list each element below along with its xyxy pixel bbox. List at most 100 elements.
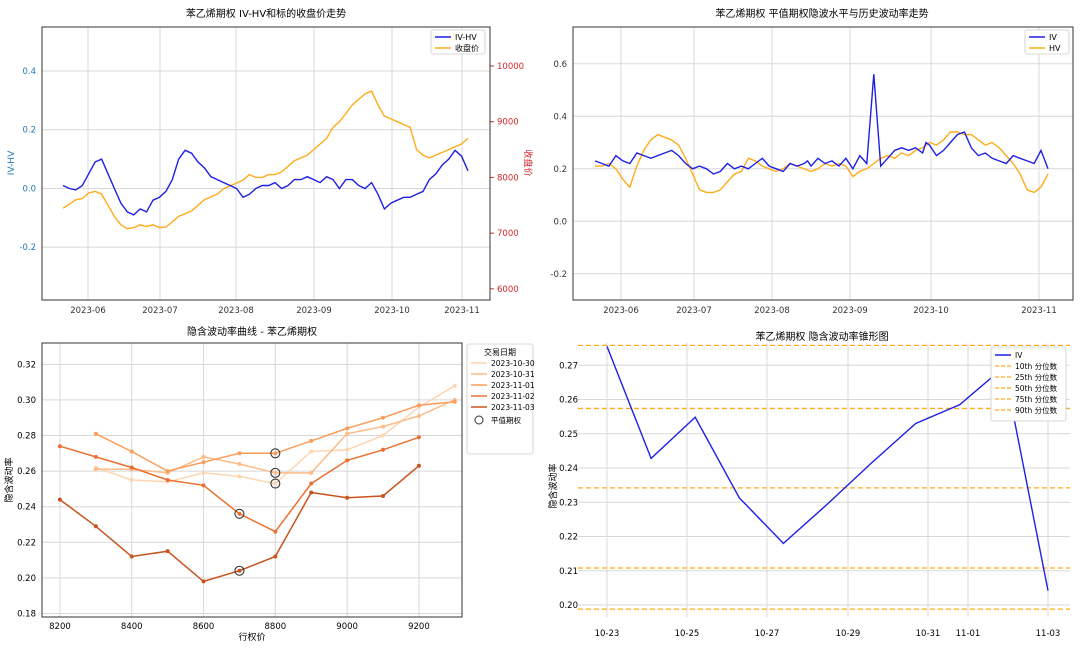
legend: 交易日期 2023-10-30 2023-10-31 2023-11-01 2023-1… bbox=[466, 343, 535, 455]
x-tick-label: 11-03 bbox=[1036, 629, 1061, 639]
series-point-2023-10-31 bbox=[93, 467, 98, 472]
chart-title: 隐含波动率曲线 - 苯乙烯期权 bbox=[187, 325, 317, 338]
series-point-2023-11-03 bbox=[345, 495, 350, 500]
atm-marker bbox=[270, 467, 281, 478]
x-tick-label: 8800 bbox=[265, 622, 287, 632]
series-2023-11-02 bbox=[57, 435, 421, 534]
series-point-2023-11-01 bbox=[237, 451, 242, 456]
series-point-2023-11-01 bbox=[381, 415, 386, 420]
plot-frame bbox=[41, 342, 463, 618]
y-tick-label: 0.32 bbox=[17, 360, 36, 370]
legend-box bbox=[1024, 29, 1070, 55]
y-tick-label: 0.26 bbox=[17, 467, 36, 477]
series-point-2023-10-31 bbox=[309, 470, 314, 475]
legend-label-percentile: 10th 分位数 bbox=[1015, 361, 1058, 371]
y-tick-label: 0.0 bbox=[553, 217, 567, 227]
series-point-2023-10-30 bbox=[237, 474, 242, 479]
x-tick-label: 2023-06 bbox=[70, 306, 106, 316]
series-point-2023-11-01 bbox=[273, 451, 278, 456]
series-point-2023-11-03 bbox=[416, 463, 421, 468]
series-2023-11-03 bbox=[57, 463, 421, 584]
atm-marker bbox=[234, 565, 245, 576]
y-tick-label: 0.23 bbox=[559, 498, 578, 508]
series-iv-line bbox=[594, 74, 1049, 175]
chart-title: 苯乙烯期权 平值期权隐波水平与历史波动率走势 bbox=[715, 7, 928, 20]
series-point-2023-11-02 bbox=[309, 481, 314, 486]
y-tick-label: 0.6 bbox=[553, 60, 567, 70]
series-point-2023-11-02 bbox=[93, 454, 98, 459]
x-tick-label: 10-31 bbox=[916, 629, 941, 639]
legend-label: 2023-11-02 bbox=[491, 392, 535, 401]
series-point-2023-10-31 bbox=[201, 454, 206, 459]
x-tick-label: 2023-07 bbox=[142, 306, 178, 316]
series-point-2023-10-30 bbox=[201, 470, 206, 475]
chart-title: 苯乙烯期权 IV-HV和标的收盘价走势 bbox=[186, 7, 346, 20]
y-right-tick-label: 6000 bbox=[497, 285, 519, 295]
legend-label-iv: IV bbox=[1049, 33, 1057, 42]
y-tick-label: 0.28 bbox=[17, 432, 36, 442]
x-tick-label: 11-01 bbox=[956, 629, 981, 639]
series-point-2023-10-31 bbox=[416, 413, 421, 418]
series-point-2023-11-02 bbox=[416, 435, 421, 440]
series-point-2023-11-03 bbox=[201, 579, 206, 584]
x-tick-label: 2023-09 bbox=[296, 306, 332, 316]
plot-frame bbox=[572, 26, 1074, 301]
y-right-tick-label: 10000 bbox=[497, 62, 524, 72]
series-point-2023-11-03 bbox=[93, 524, 98, 529]
x-tick-label: 8600 bbox=[193, 622, 215, 632]
series-point-2023-11-01 bbox=[345, 426, 350, 431]
series-point-2023-11-02 bbox=[237, 511, 242, 516]
legend-label-close: 收盘价 bbox=[455, 43, 479, 53]
series-iv-line bbox=[606, 346, 1049, 591]
x-tick-label: 9200 bbox=[408, 622, 430, 632]
y-tick-label: 0.18 bbox=[17, 609, 36, 619]
series-point-2023-10-31 bbox=[273, 470, 278, 475]
x-tick-label: 2023-08 bbox=[218, 306, 254, 316]
y-tick-label: 0.21 bbox=[559, 567, 578, 577]
x-tick-label: 10-25 bbox=[675, 629, 700, 639]
series-point-2023-11-02 bbox=[201, 483, 206, 488]
y-tick-label: 0.22 bbox=[17, 538, 36, 548]
y-left-tick-label: 0.2 bbox=[22, 126, 36, 136]
x-tick-label: 9000 bbox=[336, 622, 358, 632]
panel-iv-hv: 苯乙烯期权 平值期权隐波水平与历史波动率走势 2023-06 2023-07 2023… bbox=[550, 7, 1074, 316]
series-point-2023-11-03 bbox=[129, 554, 134, 559]
y-left-tick-label: 0.4 bbox=[22, 67, 36, 77]
legend-label-hv: HV bbox=[1049, 44, 1061, 53]
x-tick-label: 2023-11 bbox=[1021, 306, 1057, 316]
series-point-2023-10-31 bbox=[237, 461, 242, 466]
y-tick-label: 0.4 bbox=[553, 112, 567, 122]
x-tick-label: 2023-07 bbox=[676, 306, 712, 316]
series-point-2023-11-02 bbox=[345, 458, 350, 463]
y-tick-label: 0.20 bbox=[559, 601, 578, 611]
y-right-label: 收盘价 bbox=[522, 149, 534, 176]
y-tick-label: 0.22 bbox=[559, 533, 578, 543]
legend-label-iv: IV bbox=[1015, 351, 1023, 360]
series-point-2023-11-03 bbox=[165, 549, 170, 554]
series-point-2023-10-30 bbox=[381, 433, 386, 438]
legend-box bbox=[466, 343, 534, 455]
y-tick-label: 0.20 bbox=[17, 574, 36, 584]
series-point-2023-11-03 bbox=[381, 494, 386, 499]
plot-frame bbox=[41, 26, 491, 301]
series-point-2023-11-01 bbox=[165, 469, 170, 474]
series-point-2023-11-02 bbox=[165, 478, 170, 482]
series-point-2023-11-01 bbox=[452, 399, 457, 404]
y-axis-label: 隐含波动率 bbox=[3, 457, 15, 502]
series-point-2023-11-02 bbox=[381, 447, 386, 452]
series-point-2023-11-02 bbox=[57, 444, 62, 449]
x-tick-label: 10-23 bbox=[595, 629, 620, 639]
legend-label-atm: 平值期权 bbox=[491, 415, 521, 425]
legend-swatch-atm bbox=[474, 415, 484, 425]
series-hv-line bbox=[595, 131, 1049, 194]
series-point-2023-10-30 bbox=[129, 478, 134, 482]
series-close-line bbox=[62, 90, 469, 230]
y-left-tick-label: 0.0 bbox=[22, 184, 36, 194]
series-point-2023-11-02 bbox=[129, 465, 134, 470]
x-tick-label: 8200 bbox=[49, 622, 71, 632]
chart-title: 苯乙烯期权 隐含波动率锥形图 bbox=[755, 330, 888, 343]
legend-label: 2023-11-03 bbox=[491, 403, 535, 412]
series-point-2023-11-03 bbox=[309, 490, 314, 495]
